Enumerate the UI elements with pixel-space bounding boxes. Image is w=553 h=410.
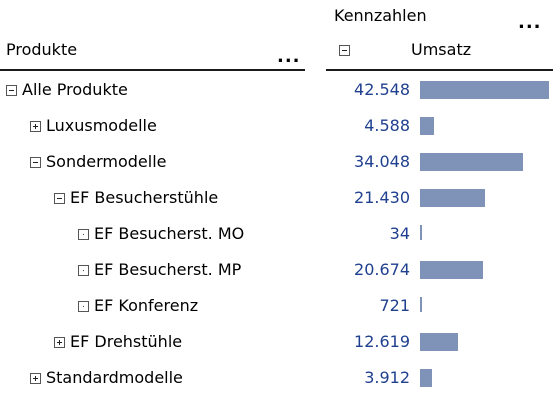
value-standardmodelle: 3.912 (364, 368, 410, 387)
value-ef-besucherst-hle: 21.430 (354, 188, 410, 207)
collapse-icon[interactable] (6, 84, 17, 96)
measure-header-divider (326, 69, 553, 71)
value-luxusmodelle: 4.588 (364, 116, 410, 135)
expand-icon[interactable] (30, 372, 41, 384)
measure-header-umsatz[interactable]: Umsatz (411, 40, 472, 59)
collapse-icon[interactable] (30, 156, 41, 168)
leaf-icon (78, 264, 89, 276)
bar-alle-produkte (420, 81, 549, 99)
row-label: EF Drehstühle (70, 332, 183, 351)
value-sondermodelle: 34.048 (354, 152, 410, 171)
expand-icon[interactable] (54, 336, 65, 348)
bar-ef-besucherst-mp (420, 261, 483, 279)
leaf-icon (78, 228, 89, 240)
row-standardmodelle[interactable]: Standardmodelle (30, 360, 183, 396)
row-label: EF Besucherst. MO (94, 224, 245, 243)
bar-luxusmodelle (420, 117, 434, 135)
value-ef-drehst-hle: 12.619 (354, 332, 410, 351)
row-label: Luxusmodelle (46, 116, 157, 135)
row-label: EF Besucherstühle (70, 188, 219, 207)
bar-standardmodelle (420, 369, 432, 387)
bar-ef-besucherst-hle (420, 189, 485, 207)
measure-toggle-icon[interactable] (339, 45, 350, 56)
dimension-header-divider (0, 69, 305, 71)
value-ef-besucherst-mp: 20.674 (354, 260, 410, 279)
row-luxusmodelle[interactable]: Luxusmodelle (30, 108, 157, 144)
row-sondermodelle[interactable]: Sondermodelle (30, 144, 167, 180)
row-ef-besucherst-hle[interactable]: EF Besucherstühle (54, 180, 218, 216)
value-ef-konferenz: 721 (379, 296, 410, 315)
row-label: EF Konferenz (94, 296, 199, 315)
value-alle-produkte: 42.548 (354, 80, 410, 99)
row-label: Standardmodelle (46, 368, 183, 387)
collapse-icon[interactable] (54, 192, 65, 204)
measure-group-header: Kennzahlen (334, 6, 427, 25)
bar-ef-konferenz (420, 297, 422, 312)
row-ef-besucherst-mo[interactable]: EF Besucherst. MO (78, 216, 244, 252)
measure-more-menu-icon[interactable]: ... (518, 12, 542, 33)
bar-sondermodelle (420, 153, 523, 171)
leaf-icon (78, 300, 89, 312)
row-label: Sondermodelle (46, 152, 167, 171)
row-label: Alle Produkte (22, 80, 128, 99)
row-ef-drehst-hle[interactable]: EF Drehstühle (54, 324, 182, 360)
row-ef-konferenz[interactable]: EF Konferenz (78, 288, 198, 324)
value-ef-besucherst-mo: 34 (389, 224, 410, 243)
dimension-header: Produkte (6, 40, 78, 59)
bar-ef-besucherst-mo (420, 225, 422, 240)
dimension-more-menu-icon[interactable]: ... (277, 46, 301, 67)
bar-ef-drehst-hle (420, 333, 458, 351)
expand-icon[interactable] (30, 120, 41, 132)
row-alle-produkte[interactable]: Alle Produkte (6, 72, 128, 108)
row-ef-besucherst-mp[interactable]: EF Besucherst. MP (78, 252, 241, 288)
row-label: EF Besucherst. MP (94, 260, 242, 279)
